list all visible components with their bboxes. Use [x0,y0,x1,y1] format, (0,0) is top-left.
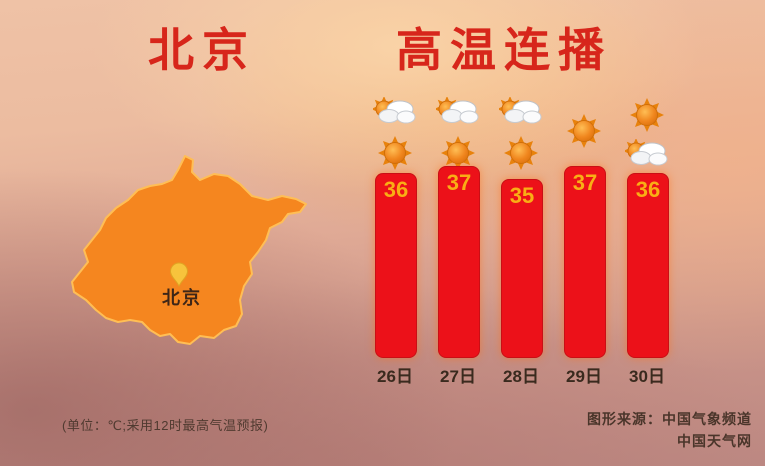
location-pin-icon [169,262,189,287]
temperature-bar: 37 [438,166,480,358]
temperature-value: 37 [572,170,598,195]
source-line-1: 图形来源：中国气象频道 [587,411,752,427]
forecast-day-29: 37 29日 [564,95,606,386]
forecast-day-28: 35 28日 [499,95,543,386]
temperature-bar: 36 [375,172,417,358]
sun-behind-cloud-icon [373,97,416,124]
sun-icon [377,135,413,171]
date-label: 28日 [503,367,539,386]
beijing-map [71,155,307,345]
map-city-label: 北京 [162,288,202,308]
sun-icon [566,113,602,149]
title-location: 北京 [148,24,256,76]
temperature-bar: 36 [627,172,669,358]
temperature-bar: 37 [564,166,606,358]
sun-behind-cloud-icon [499,97,542,124]
date-label: 29日 [566,367,602,386]
date-label: 26日 [377,367,413,386]
temperature-value: 35 [509,183,535,208]
sun-icon [629,97,665,133]
date-label: 30日 [629,367,665,386]
forecast-day-26: 36 26日 [373,95,417,386]
forecast-day-30: 36 30日 [625,95,669,386]
date-label: 27日 [440,367,476,386]
source-line-2: 中国天气网 [677,433,752,449]
page-title: 高温连播 [396,24,612,76]
temperature-value: 36 [635,176,661,202]
temperature-value: 37 [446,170,472,195]
unit-note: (单位：℃;采用12时最高气温预报) [62,418,269,433]
temperature-value: 36 [383,176,409,202]
sun-behind-cloud-icon [436,97,479,124]
temperature-bar: 35 [501,179,543,358]
sun-icon [503,135,539,171]
source-credit: 图形来源：中国气象频道 中国天气网 [587,408,752,452]
sun-behind-cloud-icon [625,139,668,166]
forecast-day-27: 37 27日 [436,95,480,386]
